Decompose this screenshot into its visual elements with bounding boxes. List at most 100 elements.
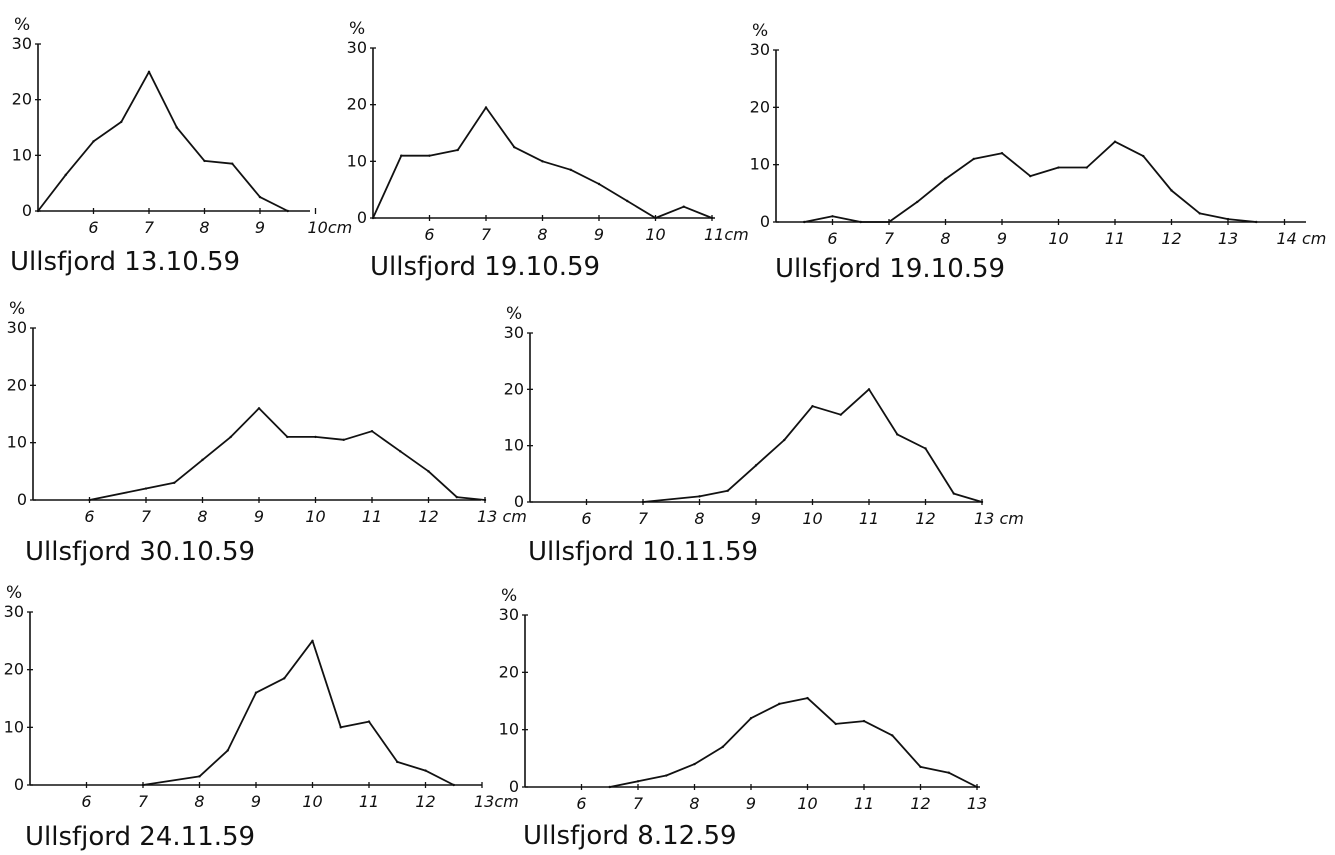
data-point (636, 780, 640, 783)
y-tick-label: 10 (504, 436, 524, 455)
y-unit-label: % (506, 304, 522, 324)
x-tick-label: 7 (481, 225, 492, 244)
x-tick-label: 12 (415, 792, 435, 811)
y-tick-label: 0 (760, 212, 770, 231)
data-point (424, 769, 427, 772)
x-tick-label: 13 (967, 794, 987, 813)
x-unit-label: 13 cm (477, 507, 527, 526)
x-tick-label: 10 (305, 507, 325, 526)
data-point (198, 775, 201, 778)
x-tick-label: 7 (633, 794, 644, 813)
y-tick-label: 20 (499, 662, 519, 681)
chart-panel-6: 0 10 20 30% 6 7 8 9 10 11 12 13cm Ullsfjord 24.11.59 (4, 583, 519, 852)
data-point (339, 726, 342, 729)
data-point (541, 160, 544, 163)
x-tick-label: 8 (199, 218, 209, 237)
data-point (754, 464, 758, 467)
x-tick-label: 7 (138, 792, 149, 811)
x-tick-label: 10 (1048, 229, 1068, 248)
data-point (811, 405, 814, 408)
x-tick-label: 11 (1105, 229, 1125, 248)
data-point (371, 216, 375, 220)
data-line (372, 106, 713, 219)
data-point (867, 388, 871, 391)
data-point (231, 162, 234, 165)
data-point (1057, 166, 1060, 169)
data-point (370, 430, 374, 433)
chart-caption: Ullsfjord 19.10.59 (775, 254, 1005, 284)
y-tick-label: 30 (750, 40, 770, 59)
data-point (1198, 212, 1201, 215)
data-point (396, 760, 399, 764)
x-tick-label: 7 (638, 509, 649, 528)
x-tick-label: 10 (797, 794, 817, 813)
data-point (120, 120, 123, 124)
data-point (367, 720, 371, 723)
y-tick-label: 10 (7, 433, 27, 452)
x-tick-label: 9 (594, 225, 604, 244)
data-point (311, 639, 314, 643)
data-point (400, 154, 403, 157)
data-point (597, 182, 601, 186)
data-point (665, 774, 668, 777)
x-tick-label: 9 (255, 218, 265, 237)
data-point (831, 215, 834, 218)
data-point (1113, 140, 1117, 143)
x-tick-label: 7 (884, 229, 895, 248)
y-unit-label: % (752, 21, 768, 41)
data-point (201, 458, 204, 462)
data-point (778, 702, 781, 706)
data-point (141, 783, 145, 787)
y-tick-label: 20 (4, 660, 24, 679)
x-tick-label: 9 (254, 507, 264, 526)
data-point (342, 438, 345, 441)
data-point (1142, 154, 1145, 158)
y-tick-label: 0 (22, 201, 32, 220)
data-point (806, 696, 809, 700)
y-tick-label: 10 (750, 155, 770, 174)
data-point (749, 717, 753, 720)
data-point (427, 470, 430, 473)
data-point (916, 200, 919, 204)
y-tick-label: 30 (12, 34, 32, 53)
data-point (257, 407, 261, 410)
y-tick-label: 10 (499, 720, 519, 739)
data-point (175, 126, 178, 129)
data-point (859, 220, 862, 224)
x-unit-label: 11cm (704, 225, 749, 244)
x-tick-label: 6 (424, 225, 434, 244)
data-point (834, 722, 837, 726)
y-unit-label: % (14, 15, 30, 35)
data-point (862, 719, 866, 723)
data-point (1255, 220, 1258, 224)
x-tick-label: 8 (940, 229, 950, 248)
data-point (947, 771, 950, 774)
data-line (642, 388, 983, 503)
y-tick-label: 20 (347, 95, 367, 114)
data-point (891, 734, 894, 737)
data-point (608, 785, 611, 789)
data-point (399, 450, 402, 453)
data-point (483, 498, 487, 502)
data-line (804, 140, 1257, 223)
data-point (839, 413, 842, 416)
data-point (428, 154, 431, 157)
chart-panel-7: 0 10 20 30% 6 7 8 9 10 11 12 13 Ullsfjord 8.12.59 (499, 586, 988, 851)
y-tick-label: 0 (17, 490, 27, 509)
chart-caption: Ullsfjord 24.11.59 (25, 822, 255, 852)
data-point (721, 745, 724, 749)
x-tick-label: 11 (362, 507, 382, 526)
y-tick-label: 20 (504, 379, 524, 398)
data-point (919, 765, 922, 769)
data-point (626, 199, 629, 203)
data-point (1226, 217, 1230, 221)
x-tick-label: 6 (88, 218, 98, 237)
x-tick-label: 6 (827, 229, 837, 248)
data-point (710, 216, 714, 220)
data-point (173, 481, 176, 484)
data-point (92, 140, 95, 143)
x-tick-label: 7 (141, 507, 152, 526)
data-point (924, 447, 927, 450)
data-point (1000, 152, 1004, 155)
